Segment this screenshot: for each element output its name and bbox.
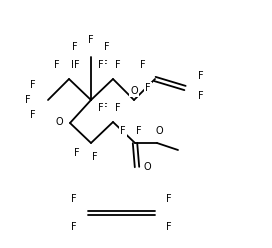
Text: F: F [115,103,121,113]
Text: F: F [54,60,60,70]
Text: F: F [145,83,151,93]
Text: F: F [98,103,104,113]
Text: O: O [155,126,163,136]
Text: F: F [30,110,36,120]
Text: F: F [102,44,108,54]
Text: F: F [71,60,77,70]
Text: F: F [166,194,172,204]
Text: F: F [88,35,94,45]
Text: F: F [198,91,204,101]
Text: F: F [72,42,78,52]
Text: F: F [92,152,98,162]
Text: F: F [115,60,121,70]
Text: F: F [25,95,31,105]
Text: F: F [198,71,204,81]
Text: F: F [74,60,80,70]
Text: F: F [136,126,142,136]
Text: F: F [102,103,108,113]
Text: F: F [74,44,80,54]
Text: F: F [120,126,126,136]
Text: F: F [102,60,108,70]
Text: F: F [71,194,77,204]
Text: F: F [140,60,146,70]
Text: F: F [104,42,110,52]
Text: O: O [143,162,151,172]
Text: F: F [71,222,77,232]
Text: F: F [30,80,36,90]
Text: F: F [74,148,80,158]
Text: F: F [166,222,172,232]
Text: O: O [130,86,138,96]
Text: F: F [98,60,104,70]
Text: O: O [55,117,63,127]
